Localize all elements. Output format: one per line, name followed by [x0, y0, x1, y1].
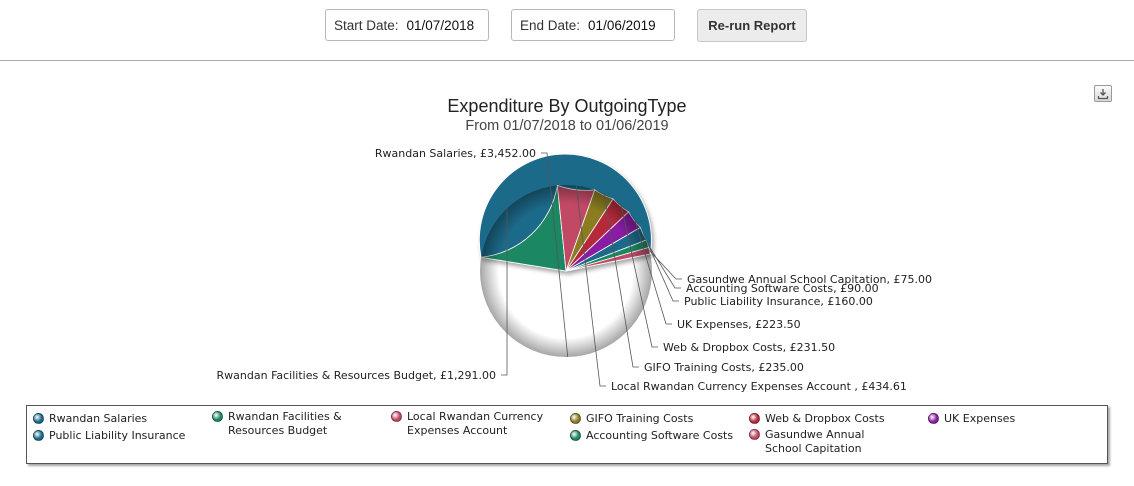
chart-title: Expenditure By OutgoingType [447, 96, 687, 116]
legend-label: Web & Dropbox Costs [765, 412, 885, 425]
pie-data-label: GIFO Training Costs, £235.00 [644, 361, 804, 374]
rerun-report-button[interactable]: Re-run Report [697, 9, 807, 42]
end-date-value[interactable]: 01/06/2019 [588, 17, 656, 33]
pie-label-connector [620, 204, 658, 348]
start-date-value[interactable]: 01/07/2018 [406, 17, 475, 33]
pie-chart: Rwandan Salaries, £3,452.00 Rwandan Facil… [217, 147, 932, 393]
pie-labels: Rwandan Salaries, £3,452.00 Rwandan Facil… [217, 147, 932, 393]
legend-label: Rwandan Salaries [49, 412, 148, 425]
legend-swatch [570, 430, 581, 441]
legend-label: GIFO Training Costs [586, 412, 694, 425]
legend-item[interactable]: UK Expenses [928, 412, 1088, 426]
chart-subtitle: From 01/07/2018 to 01/06/2019 [465, 118, 669, 134]
legend-item[interactable]: Public Liability Insurance [33, 429, 193, 443]
start-date-field[interactable]: Start Date: 01/07/2018 [325, 9, 489, 41]
pie-label-connector [649, 250, 682, 280]
pie-slices [478, 153, 652, 272]
legend-swatch [749, 413, 760, 424]
download-icon [1097, 89, 1109, 100]
legend-label: Gasundwe Annual School Capitation [765, 428, 865, 455]
legend-swatch [212, 411, 223, 422]
pie-data-label: Local Rwandan Currency Expenses Account … [611, 380, 907, 393]
pie-data-label: UK Expenses, £223.50 [677, 318, 801, 331]
pie-data-label: Web & Dropbox Costs, £231.50 [663, 341, 835, 354]
legend-item[interactable]: Rwandan Facilities & Resources Budget [212, 410, 362, 438]
legend-item[interactable]: Gasundwe Annual School Capitation [749, 428, 899, 456]
legend-swatch [33, 413, 44, 424]
pie-label-connector [501, 208, 508, 376]
chart-legend: Rwandan Salaries Public Liability Insuran… [26, 405, 1108, 464]
legend-label: UK Expenses [944, 412, 1016, 425]
pie-data-label: Gasundwe Annual School Capitation, £75.0… [687, 273, 932, 286]
toolbar-divider [0, 60, 1134, 61]
pie-label-connector [603, 193, 639, 368]
pie-data-label: Rwandan Facilities & Resources Budget, £… [217, 369, 496, 382]
pie-label-connector [634, 219, 672, 325]
end-date-field[interactable]: End Date: 01/06/2019 [511, 9, 675, 41]
report-toolbar: Start Date: 01/07/2018 End Date: 01/06/2… [0, 0, 1134, 60]
legend-swatch [33, 430, 44, 441]
pie-label-connector [541, 152, 569, 358]
pie-label-connector [643, 233, 679, 302]
legend-item[interactable]: GIFO Training Costs [570, 412, 730, 426]
legend-label: Public Liability Insurance [49, 429, 186, 442]
export-button[interactable] [1094, 85, 1112, 102]
legend-label: Local Rwandan Currency Expenses Account [407, 410, 544, 437]
legend-item[interactable]: Web & Dropbox Costs [749, 412, 909, 426]
legend-item[interactable]: Accounting Software Costs [570, 429, 740, 443]
legend-swatch [570, 413, 581, 424]
legend-swatch [749, 429, 760, 440]
pie-data-label: Accounting Software Costs, £90.00 [686, 282, 879, 295]
legend-item[interactable]: Local Rwandan Currency Expenses Account [391, 410, 551, 438]
legend-label: Rwandan Facilities & Resources Budget [228, 410, 342, 437]
pie-data-label: Rwandan Salaries, £3,452.00 [375, 147, 536, 160]
pie-data-label: Public Liability Insurance, £160.00 [684, 295, 873, 308]
legend-item[interactable]: Rwandan Salaries [33, 412, 193, 426]
legend-label: Accounting Software Costs [586, 429, 734, 442]
legend-swatch [391, 411, 402, 422]
legend-swatch [928, 413, 939, 424]
start-date-label: Start Date: [334, 17, 399, 33]
pie-label-connector [575, 185, 606, 387]
end-date-label: End Date: [520, 17, 581, 33]
